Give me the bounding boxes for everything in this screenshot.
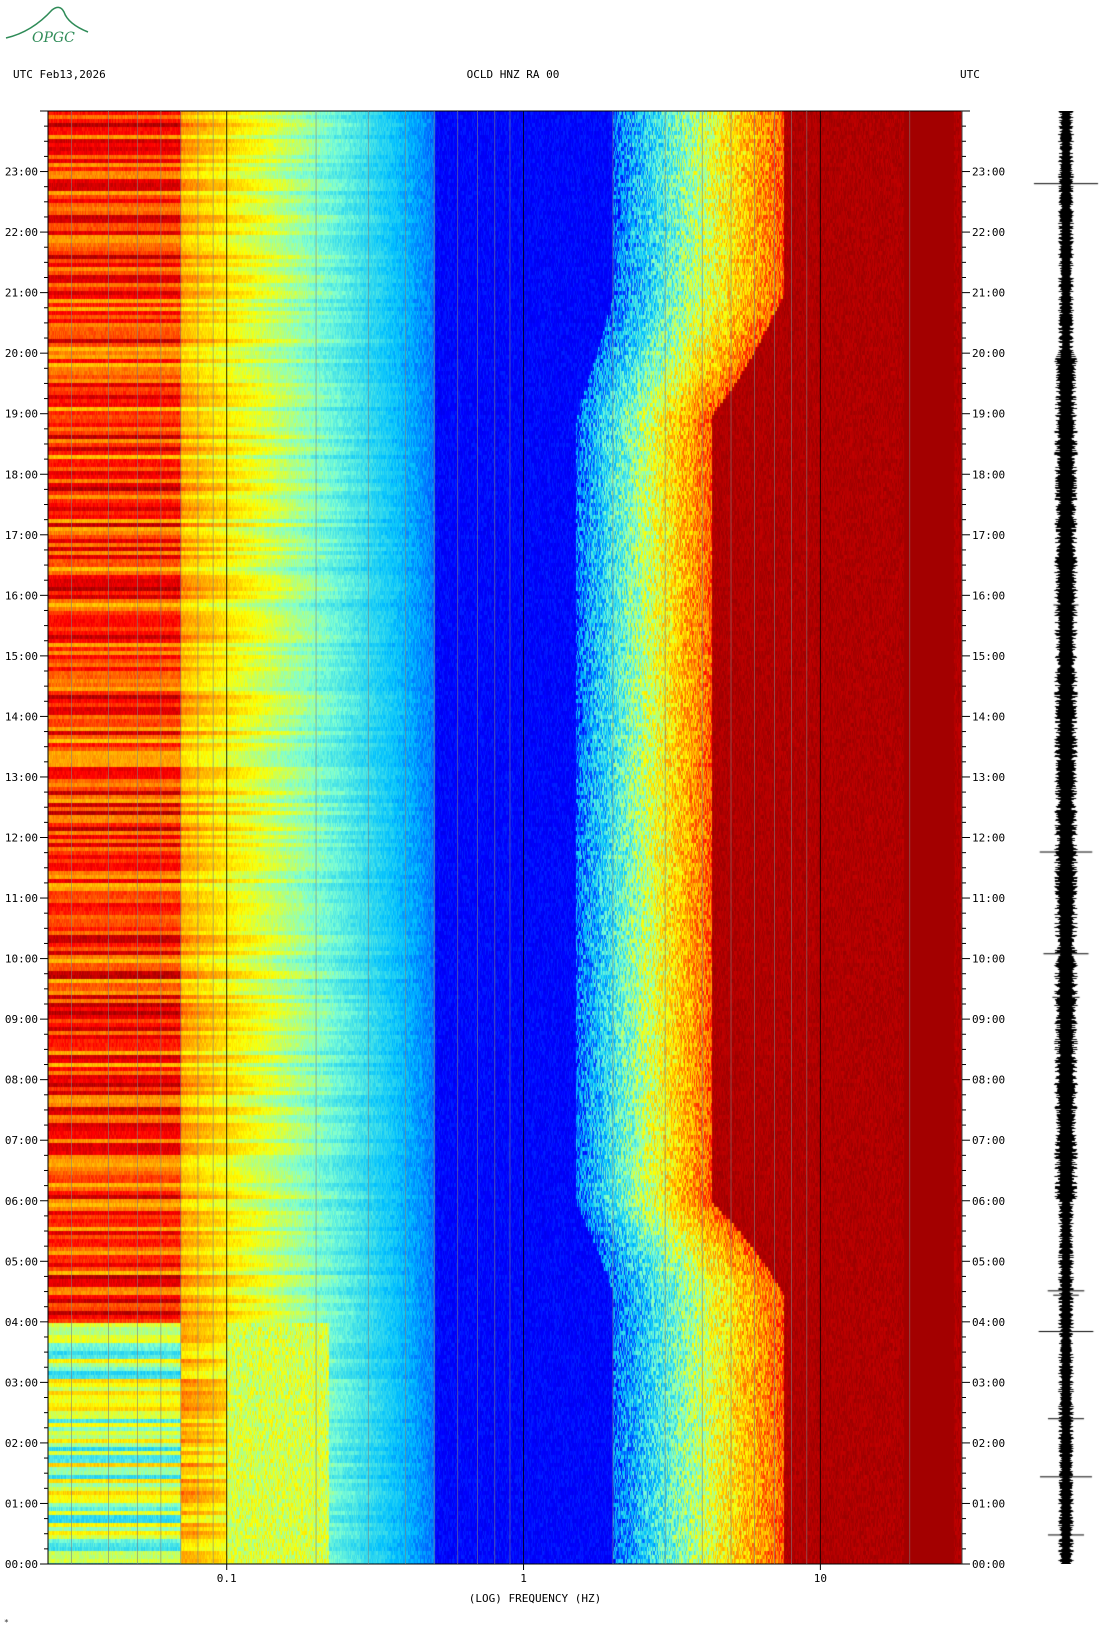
y-tick-label-right: 04:00 [972, 1316, 1005, 1329]
y-tick-label-left: 16:00 [5, 589, 38, 602]
y-tick-label-right: 12:00 [972, 832, 1005, 845]
y-tick-label-right: 05:00 [972, 1255, 1005, 1268]
y-tick-label-left: 20:00 [5, 347, 38, 360]
header-left: UTC Feb13,2026 [13, 68, 106, 81]
y-tick-label-left: 07:00 [5, 1134, 38, 1147]
y-tick-label-right: 18:00 [972, 468, 1005, 481]
y-tick-label-left: 15:00 [5, 650, 38, 663]
y-tick-label-left: 12:00 [5, 832, 38, 845]
y-tick-label-right: 06:00 [972, 1195, 1005, 1208]
x-axis-label-text: (LOG) FREQUENCY (HZ) [468, 1592, 602, 1605]
x-tick-label: 0.1 [217, 1572, 237, 1585]
y-tick-label-left: 23:00 [5, 166, 38, 179]
footer-mark: * [4, 1618, 9, 1627]
opgc-logo: OPGC [5, 6, 89, 46]
y-tick-label-right: 21:00 [972, 287, 1005, 300]
x-axis-label: (LOG) FREQUENCY (HZ) [0, 1592, 1102, 1605]
header-right: UTC [960, 68, 980, 81]
y-tick-label-right: 20:00 [972, 347, 1005, 360]
y-tick-label-right: 23:00 [972, 166, 1005, 179]
y-tick-label-right: 08:00 [972, 1074, 1005, 1087]
y-tick-label-right: 13:00 [972, 771, 1005, 784]
y-tick-label-right: 14:00 [972, 710, 1005, 723]
y-tick-label-right: 03:00 [972, 1376, 1005, 1389]
y-tick-label-right: 07:00 [972, 1134, 1005, 1147]
y-tick-label-left: 05:00 [5, 1255, 38, 1268]
y-tick-label-left: 01:00 [5, 1497, 38, 1510]
y-tick-label-left: 02:00 [5, 1437, 38, 1450]
y-tick-label-left: 09:00 [5, 1013, 38, 1026]
y-tick-label-right: 17:00 [972, 529, 1005, 542]
y-tick-label-right: 22:00 [972, 226, 1005, 239]
y-tick-label-left: 19:00 [5, 408, 38, 421]
y-tick-label-right: 19:00 [972, 408, 1005, 421]
spectrogram-panel [48, 111, 962, 1564]
logo-text: OPGC [32, 30, 75, 46]
y-tick-label-left: 13:00 [5, 771, 38, 784]
y-tick-label-left: 04:00 [5, 1316, 38, 1329]
y-tick-label-left: 06:00 [5, 1195, 38, 1208]
y-tick-label-right: 10:00 [972, 953, 1005, 966]
y-tick-label-right: 01:00 [972, 1497, 1005, 1510]
y-tick-label-right: 09:00 [972, 1013, 1005, 1026]
spectrogram-heatmap [48, 111, 962, 1564]
y-tick-label-right: 11:00 [972, 892, 1005, 905]
y-tick-label-left: 14:00 [5, 710, 38, 723]
y-tick-label-left: 00:00 [5, 1558, 38, 1571]
seismogram-trace [1030, 111, 1102, 1564]
y-tick-label-right: 02:00 [972, 1437, 1005, 1450]
x-tick-label: 10 [814, 1572, 827, 1585]
station-label: OCLD HNZ RA 00 [466, 68, 560, 81]
y-tick-label-left: 21:00 [5, 287, 38, 300]
y-tick-label-right: 15:00 [972, 650, 1005, 663]
y-tick-label-left: 08:00 [5, 1074, 38, 1087]
y-tick-label-left: 22:00 [5, 226, 38, 239]
header-center: OCLD HNZ RA 00 [0, 68, 1102, 81]
y-tick-label-left: 18:00 [5, 468, 38, 481]
y-tick-label-left: 11:00 [5, 892, 38, 905]
y-tick-label-left: 10:00 [5, 953, 38, 966]
y-tick-label-right: 00:00 [972, 1558, 1005, 1571]
y-tick-label-left: 03:00 [5, 1376, 38, 1389]
x-tick-label: 1 [520, 1572, 527, 1585]
y-tick-label-right: 16:00 [972, 589, 1005, 602]
y-tick-label-left: 17:00 [5, 529, 38, 542]
